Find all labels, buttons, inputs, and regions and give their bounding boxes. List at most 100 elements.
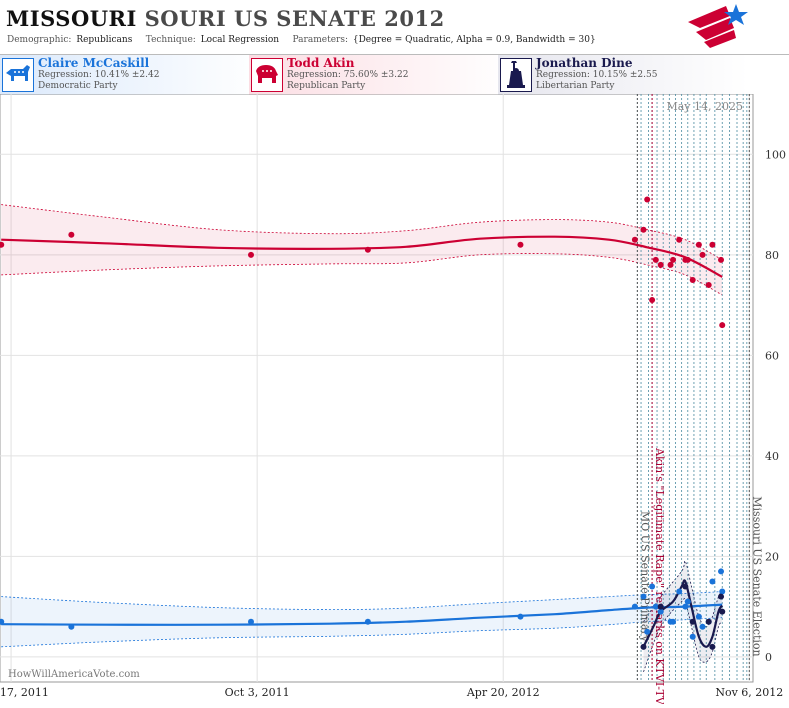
poll-point bbox=[248, 251, 254, 258]
y-tick-label: 80 bbox=[765, 249, 779, 262]
candidate-name: Jonathan Dine bbox=[536, 56, 633, 70]
plot-frame bbox=[0, 93, 754, 683]
poll-point bbox=[657, 608, 664, 615]
poll-point bbox=[684, 598, 691, 605]
poll-point bbox=[640, 593, 647, 600]
candidate-regression: Regression: 10.41% ±2.42 bbox=[38, 70, 160, 80]
poll-point bbox=[364, 246, 371, 253]
candidate-party: Democratic Party bbox=[38, 81, 118, 91]
poll-point bbox=[652, 256, 659, 263]
poll-point bbox=[657, 603, 664, 610]
poll-point bbox=[670, 618, 677, 625]
band-upper-line bbox=[643, 560, 723, 628]
candidate-card-mccaskill[interactable]: Claire McCaskill Regression: 10.41% ±2.4… bbox=[0, 55, 263, 95]
event-label: MO US Senate Primary bbox=[638, 511, 651, 643]
header: MISSOURI SOURI US SENATE 2012 Demographi… bbox=[0, 0, 789, 52]
poll-point bbox=[248, 618, 254, 625]
poll-point bbox=[68, 231, 75, 238]
x-axis-ticks: Mar 17, 2011 Oct 3, 2011 Apr 20, 2012 Nov 6… bbox=[0, 686, 783, 699]
poll-point bbox=[631, 603, 638, 610]
candidate-party: Republican Party bbox=[287, 81, 366, 91]
event-lines: MO US Senate Primary Akin's "Legitimate R… bbox=[636, 94, 763, 706]
poll-point bbox=[667, 261, 674, 268]
poll-point bbox=[719, 322, 726, 329]
x-tick-label: Nov 6, 2012 bbox=[715, 686, 783, 699]
poll-chart: MO US Senate Primary Akin's "Legitimate R… bbox=[0, 93, 786, 706]
grid-lines bbox=[0, 94, 753, 682]
poll-point bbox=[517, 613, 524, 620]
poll-point bbox=[718, 568, 725, 575]
candidate-name: Todd Akin bbox=[287, 56, 355, 70]
poll-point bbox=[689, 276, 696, 283]
candidate-card-dine[interactable]: Jonathan Dine Regression: 10.15% ±2.55 L… bbox=[498, 55, 748, 95]
poll-point bbox=[676, 588, 683, 595]
confidence-band bbox=[1, 204, 723, 295]
donkey-icon bbox=[2, 58, 34, 92]
parameters-value: {Degree = Quadratic, Alpha = 0.9, Bandwi… bbox=[352, 35, 596, 45]
regression-line bbox=[1, 603, 723, 626]
poll-point bbox=[695, 241, 702, 248]
candidate-card-akin[interactable]: Todd Akin Regression: 75.60% ±3.22 Repub… bbox=[249, 55, 509, 95]
poll-point bbox=[649, 297, 656, 304]
candidate-name: Claire McCaskill bbox=[38, 56, 150, 70]
candidate-regression: Regression: 10.15% ±2.55 bbox=[536, 70, 658, 80]
band-lower-line bbox=[643, 598, 723, 673]
poll-point bbox=[719, 608, 726, 615]
date-stamp: May 14, 2025 bbox=[666, 100, 743, 113]
x-tick-label: Oct 3, 2011 bbox=[225, 686, 290, 699]
confidence-bands bbox=[1, 204, 723, 673]
poll-point bbox=[0, 241, 5, 248]
poll-point bbox=[676, 236, 683, 243]
poll-point bbox=[517, 241, 524, 248]
poll-point bbox=[695, 613, 702, 620]
poll-point bbox=[705, 281, 712, 288]
poll-point bbox=[640, 643, 647, 650]
poll-point bbox=[364, 618, 371, 625]
page-title: MISSOURI SOURI US SENATE 2012 bbox=[6, 6, 445, 31]
poll-point bbox=[709, 643, 716, 650]
regression-lines bbox=[1, 235, 724, 648]
elephant-icon bbox=[251, 58, 283, 92]
poll-point bbox=[682, 603, 689, 610]
band-lower-line bbox=[1, 617, 723, 648]
demographic-label: Demographic: bbox=[7, 35, 72, 45]
y-tick-label: 20 bbox=[765, 550, 779, 563]
y-tick-label: 100 bbox=[765, 148, 786, 161]
candidate-party: Libertarian Party bbox=[536, 81, 615, 91]
poll-point bbox=[0, 618, 5, 625]
poll-point bbox=[644, 196, 651, 203]
event-label: Akin's "Legitimate Rape" remarks on KTVI… bbox=[653, 447, 666, 704]
parameters-label: Parameters: bbox=[292, 35, 348, 45]
poll-point bbox=[699, 623, 706, 630]
poll-point bbox=[718, 256, 725, 263]
poll-point bbox=[649, 583, 656, 590]
technique-label: Technique: bbox=[145, 35, 196, 45]
band-lower-line bbox=[1, 253, 723, 296]
chart-area: MO US Senate Primary Akin's "Legitimate R… bbox=[0, 93, 789, 708]
poll-points bbox=[0, 196, 726, 650]
poll-point bbox=[705, 618, 712, 625]
watermark: HowWillAmericaVote.com bbox=[8, 669, 140, 680]
poll-point bbox=[689, 618, 696, 625]
y-tick-label: 60 bbox=[765, 349, 779, 362]
candidate-legend: Claire McCaskill Regression: 10.41% ±2.4… bbox=[0, 54, 789, 95]
poll-point bbox=[640, 226, 647, 233]
poll-point bbox=[652, 603, 659, 610]
y-tick-label: 40 bbox=[765, 450, 779, 463]
y-axis-ticks: 0 20 40 60 80 100 bbox=[765, 148, 786, 664]
site-logo-icon bbox=[688, 4, 748, 48]
poll-point bbox=[709, 578, 716, 585]
title-race: SOURI US SENATE 2012 bbox=[144, 6, 445, 31]
poll-point bbox=[684, 256, 691, 263]
parameters-line: Demographic: Republicans Technique: Loca… bbox=[7, 35, 598, 45]
demographic-value: Republicans bbox=[76, 35, 133, 45]
regression-line bbox=[1, 235, 723, 278]
poll-point bbox=[689, 633, 696, 640]
poll-point bbox=[709, 241, 716, 248]
poll-point bbox=[644, 628, 651, 635]
poll-point bbox=[631, 236, 638, 243]
poll-point bbox=[670, 256, 677, 263]
poll-point bbox=[699, 251, 706, 258]
poll-point bbox=[718, 593, 725, 600]
statue-of-liberty-icon bbox=[500, 58, 532, 92]
